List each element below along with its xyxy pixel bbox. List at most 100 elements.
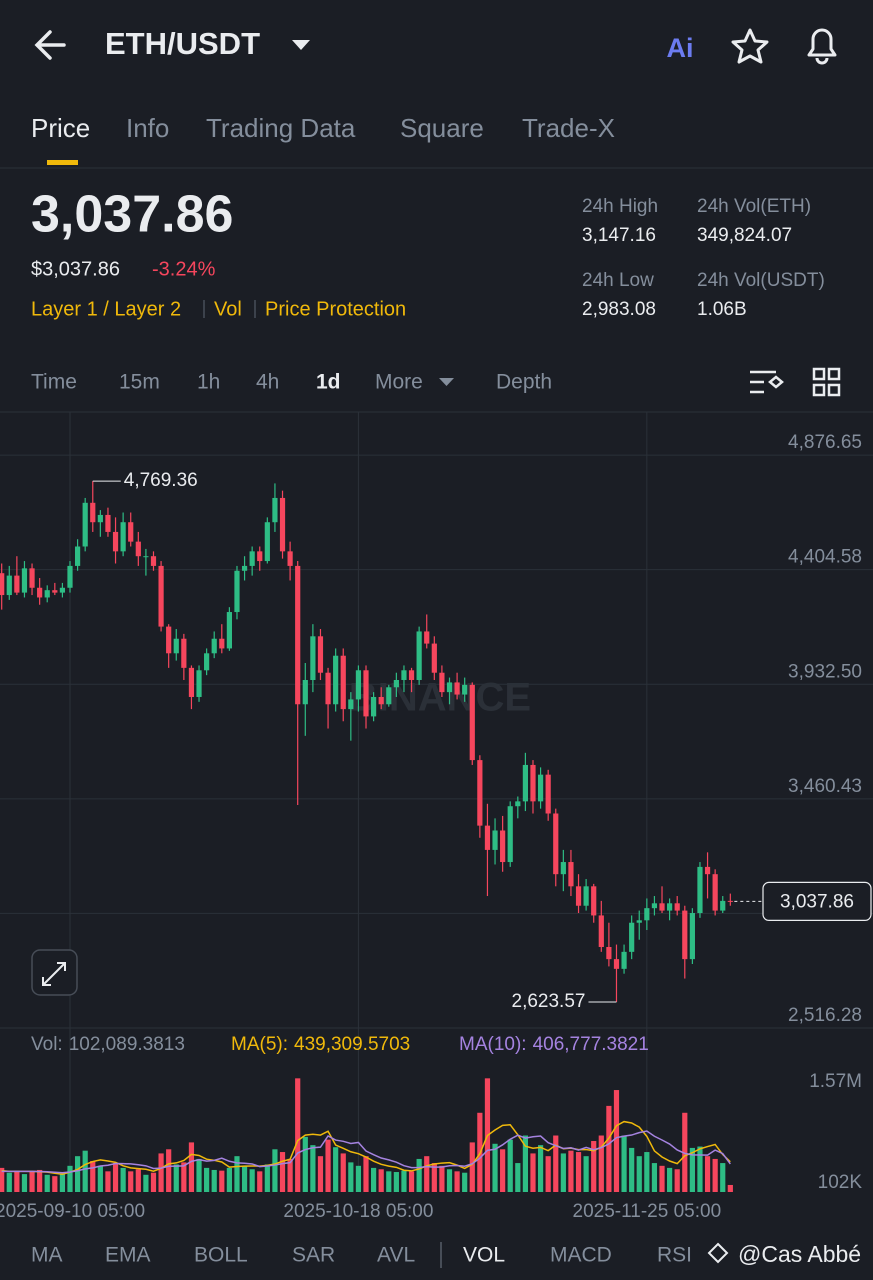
interval[interactable]: 15m: [119, 371, 160, 394]
candle-body: [173, 638, 179, 654]
tab[interactable]: Square: [400, 113, 484, 143]
candle-body: [37, 587, 43, 598]
indicator[interactable]: SAR: [292, 1244, 335, 1267]
volume-bar: [583, 1156, 589, 1192]
volume-bar: [158, 1153, 164, 1192]
interval[interactable]: Time: [31, 371, 77, 394]
volume-bar: [188, 1142, 195, 1192]
candle-body: [128, 522, 134, 542]
volume-bar: [408, 1171, 415, 1192]
candle-body: [636, 920, 642, 923]
volume-bar: [211, 1169, 217, 1192]
candle-body: [560, 862, 566, 875]
indicator[interactable]: VOL: [463, 1244, 505, 1267]
bell-icon[interactable]: [807, 28, 837, 65]
volume-bar: [181, 1162, 187, 1192]
tag[interactable]: Price Protection: [265, 298, 406, 320]
star-icon[interactable]: [731, 28, 769, 64]
volume-bar: [401, 1170, 407, 1192]
tab[interactable]: Price: [31, 113, 90, 143]
x-tick-label: 2025-11-25 05:00: [573, 1201, 722, 1222]
indicator[interactable]: EMA: [105, 1244, 151, 1267]
ma-line: [1, 1120, 731, 1175]
pair-caret[interactable]: [292, 40, 310, 50]
candle-body: [469, 684, 475, 761]
volume-bar: [439, 1165, 445, 1192]
candle-body: [553, 813, 559, 875]
candle-body: [226, 612, 232, 649]
volume-bar: [507, 1139, 513, 1192]
volume-bar: [234, 1156, 240, 1192]
interval[interactable]: 1d: [316, 371, 341, 394]
interval[interactable]: 1h: [197, 371, 220, 394]
indicator[interactable]: AVL: [377, 1244, 415, 1267]
candle-body: [295, 565, 301, 705]
layout-icon[interactable]: [812, 367, 841, 397]
indicator[interactable]: RSI: [657, 1244, 692, 1267]
candle-body: [644, 908, 650, 921]
indicator[interactable]: BOLL: [194, 1244, 248, 1267]
volume-bar: [128, 1171, 134, 1192]
interval[interactable]: Depth: [496, 371, 552, 394]
indicator[interactable]: MACD: [550, 1244, 612, 1267]
ma-readout: MA(10): 406,777.3821: [459, 1034, 649, 1055]
stat-label: 24h Low: [582, 270, 654, 291]
y-tick-label: 3,460.43: [788, 776, 862, 797]
chart: BINANCE4,876.654,404.583,932.503,460.432…: [0, 412, 873, 1222]
more-caret[interactable]: [439, 378, 454, 386]
volume-bar: [112, 1163, 119, 1192]
volume-bar: [196, 1158, 202, 1192]
y-tick-label: 4,404.58: [788, 547, 862, 568]
volume-bar: [371, 1167, 377, 1192]
candle-body: [340, 655, 346, 710]
indicator-settings-icon[interactable]: [750, 370, 784, 394]
candle-body: [629, 922, 635, 952]
stat-value: 2,983.08: [582, 299, 656, 320]
volume-bar: [727, 1184, 733, 1192]
interval[interactable]: More: [375, 371, 423, 394]
last-price-label: 3,037.86: [780, 891, 854, 912]
tag[interactable]: Layer 1 / Layer 2: [31, 298, 181, 320]
volume-bar: [560, 1153, 566, 1192]
tab[interactable]: Trading Data: [206, 113, 356, 143]
candle-body: [621, 951, 627, 969]
candle-body: [378, 696, 384, 705]
tab[interactable]: Info: [126, 113, 169, 143]
volume-bar: [500, 1149, 506, 1192]
candle-body: [712, 874, 718, 911]
ai-icon[interactable]: Ai: [667, 33, 694, 63]
ma-value: 406,777.3821: [533, 1034, 649, 1055]
candle-body: [181, 638, 187, 668]
candle-body: [667, 903, 673, 911]
last-price-box: [762, 881, 872, 921]
pair-title[interactable]: ETH/USDT: [105, 26, 260, 61]
ma-line: [1, 1130, 731, 1174]
back-button[interactable]: [34, 30, 66, 60]
indicator[interactable]: MA: [31, 1244, 63, 1267]
candle-body: [522, 764, 528, 802]
volume-value: 102,089.3813: [69, 1034, 185, 1055]
ma-name: MA(5):: [231, 1034, 288, 1055]
interval[interactable]: 4h: [256, 371, 279, 394]
expand-button[interactable]: [31, 949, 78, 996]
candle-body: [363, 670, 369, 717]
volume-bar: [150, 1172, 157, 1192]
candle-body: [439, 672, 445, 693]
volume-bar: [204, 1167, 210, 1192]
volume-bar: [295, 1078, 301, 1192]
volume-bar: [651, 1163, 658, 1192]
stat-value: 349,824.07: [697, 225, 792, 246]
tab[interactable]: Trade-X: [522, 113, 615, 143]
volume-bar: [629, 1147, 635, 1192]
tag[interactable]: Vol: [214, 298, 242, 320]
candle-body: [249, 551, 255, 566]
candle-body: [515, 801, 521, 807]
volume-bar: [355, 1165, 362, 1192]
volume-tick-label: 102K: [818, 1172, 863, 1193]
candle-body: [0, 573, 5, 596]
volume-label: Vol:: [31, 1034, 63, 1055]
candle-body: [264, 522, 270, 562]
volume-bar: [241, 1165, 248, 1192]
volume-bar: [97, 1165, 103, 1192]
